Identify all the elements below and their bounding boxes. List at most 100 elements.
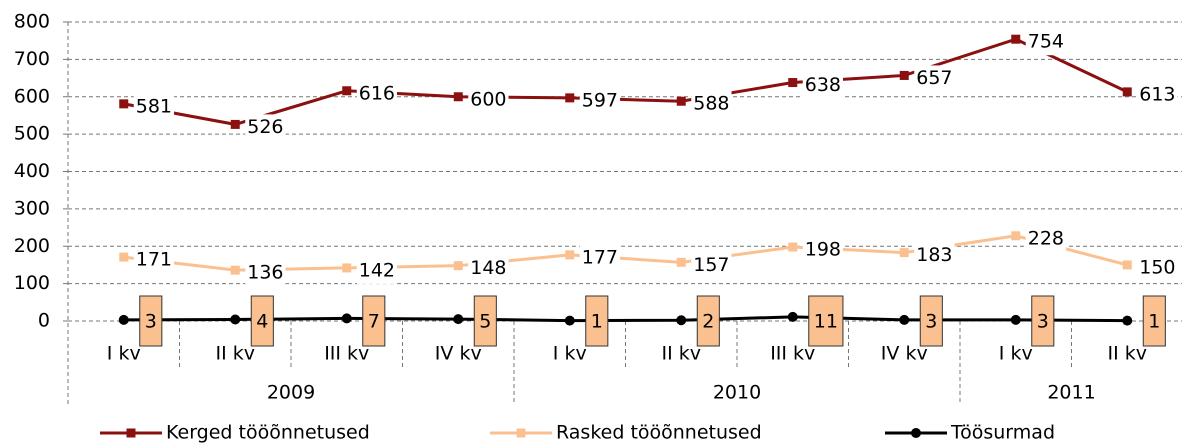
data-label-bg — [133, 93, 175, 120]
data-label: 1 — [1148, 311, 1160, 333]
data-label: 136 — [247, 262, 283, 284]
data-point — [899, 70, 909, 80]
x-tick-label: II kv — [216, 343, 256, 365]
data-label: 183 — [916, 244, 952, 266]
data-label-group: 616 — [356, 80, 398, 107]
data-label-bg — [691, 252, 732, 279]
data-point — [899, 248, 909, 258]
data-label-group: 198 — [802, 236, 844, 263]
y-tick-label: 0 — [38, 310, 50, 332]
data-point — [788, 242, 798, 252]
y-tick-label: 700 — [14, 48, 50, 70]
data-label-group: 171 — [133, 247, 175, 274]
data-point — [341, 313, 352, 324]
data-label: 7 — [368, 311, 380, 333]
data-label: 600 — [470, 88, 506, 110]
legend-label: Rasked tööõnnetused — [556, 422, 762, 444]
x-tick-label: I kv — [553, 343, 587, 365]
data-point — [564, 315, 575, 326]
legend-marker — [516, 428, 526, 438]
data-label-group: 228 — [1025, 225, 1067, 252]
data-label-group: 638 — [802, 72, 844, 99]
data-label: 616 — [359, 82, 395, 104]
data-label: 3 — [925, 311, 937, 333]
group-label: 2010 — [713, 382, 761, 404]
y-tick-label: 600 — [14, 85, 50, 107]
data-point — [342, 263, 352, 273]
data-label: 150 — [1139, 256, 1175, 278]
data-label: 3 — [1037, 311, 1049, 333]
data-label-box — [362, 295, 386, 347]
data-point — [119, 252, 129, 262]
series-line — [123, 315, 1128, 323]
x-tick-label: II kv — [1108, 343, 1148, 365]
data-label: 754 — [1028, 31, 1064, 53]
data-point — [230, 314, 241, 325]
y-tick-label: 300 — [14, 197, 50, 219]
data-label: 198 — [805, 238, 841, 260]
data-label-bg — [1137, 254, 1178, 281]
data-label: 581 — [136, 95, 172, 117]
data-label-group: 5 — [473, 295, 497, 347]
data-label-bg — [914, 242, 955, 269]
data-label-bg — [468, 86, 509, 113]
data-label-group: 7 — [362, 295, 386, 347]
data-label-box — [139, 295, 163, 347]
data-point — [453, 314, 464, 325]
data-label-bg — [1025, 29, 1067, 56]
data-label-group: 11 — [808, 295, 844, 347]
data-label: 1 — [591, 311, 603, 333]
data-label: 526 — [247, 116, 283, 138]
data-label-group: 183 — [914, 242, 955, 269]
data-label-group: 136 — [245, 260, 286, 287]
data-point — [1010, 314, 1021, 325]
data-label-bg — [579, 244, 621, 271]
data-label-group: 1 — [585, 295, 609, 347]
data-label-group: 3 — [1031, 295, 1055, 347]
data-label: 5 — [479, 311, 491, 333]
x-tick-label: III kv — [324, 343, 369, 365]
data-label-bg — [914, 65, 955, 92]
data-label-group: 4 — [250, 295, 274, 347]
legend-marker — [911, 428, 921, 438]
group-label: 2009 — [267, 382, 315, 404]
group-label: 2011 — [1047, 382, 1095, 404]
data-label: 177 — [582, 246, 618, 268]
data-label-bg — [356, 80, 398, 107]
data-label-group: 148 — [468, 255, 509, 282]
x-tick-label: I kv — [999, 343, 1033, 365]
x-tick-label: IV kv — [435, 343, 482, 365]
data-label: 588 — [693, 93, 729, 115]
data-point — [1011, 34, 1021, 44]
y-tick-label: 200 — [14, 235, 50, 257]
x-tick-label: II kv — [662, 343, 702, 365]
data-label-bg — [1025, 225, 1067, 252]
data-label: 157 — [693, 254, 729, 276]
data-label: 142 — [359, 259, 395, 281]
data-label-group: 597 — [579, 87, 621, 114]
data-point — [119, 99, 129, 109]
data-point — [1122, 87, 1132, 97]
data-label-box — [696, 295, 720, 347]
data-label-box — [808, 295, 844, 347]
data-point — [899, 314, 910, 325]
data-label-bg — [1137, 81, 1178, 108]
data-label-group: 581 — [133, 93, 175, 120]
data-label-group: 1 — [1142, 295, 1166, 347]
data-point — [1122, 315, 1133, 326]
data-point — [342, 86, 352, 96]
data-label-group: 150 — [1137, 254, 1178, 281]
data-label: 11 — [814, 311, 838, 333]
data-point — [676, 257, 686, 267]
data-point — [453, 261, 463, 271]
data-label-box — [1031, 295, 1055, 347]
data-point — [676, 315, 687, 326]
data-label-bg — [802, 236, 844, 263]
data-label: 638 — [805, 74, 841, 96]
x-tick-label: III kv — [770, 343, 815, 365]
legend-label: Töösurmad — [950, 422, 1055, 444]
data-label-bg — [133, 247, 175, 274]
data-label-box — [919, 295, 943, 347]
data-label-bg — [468, 255, 509, 282]
